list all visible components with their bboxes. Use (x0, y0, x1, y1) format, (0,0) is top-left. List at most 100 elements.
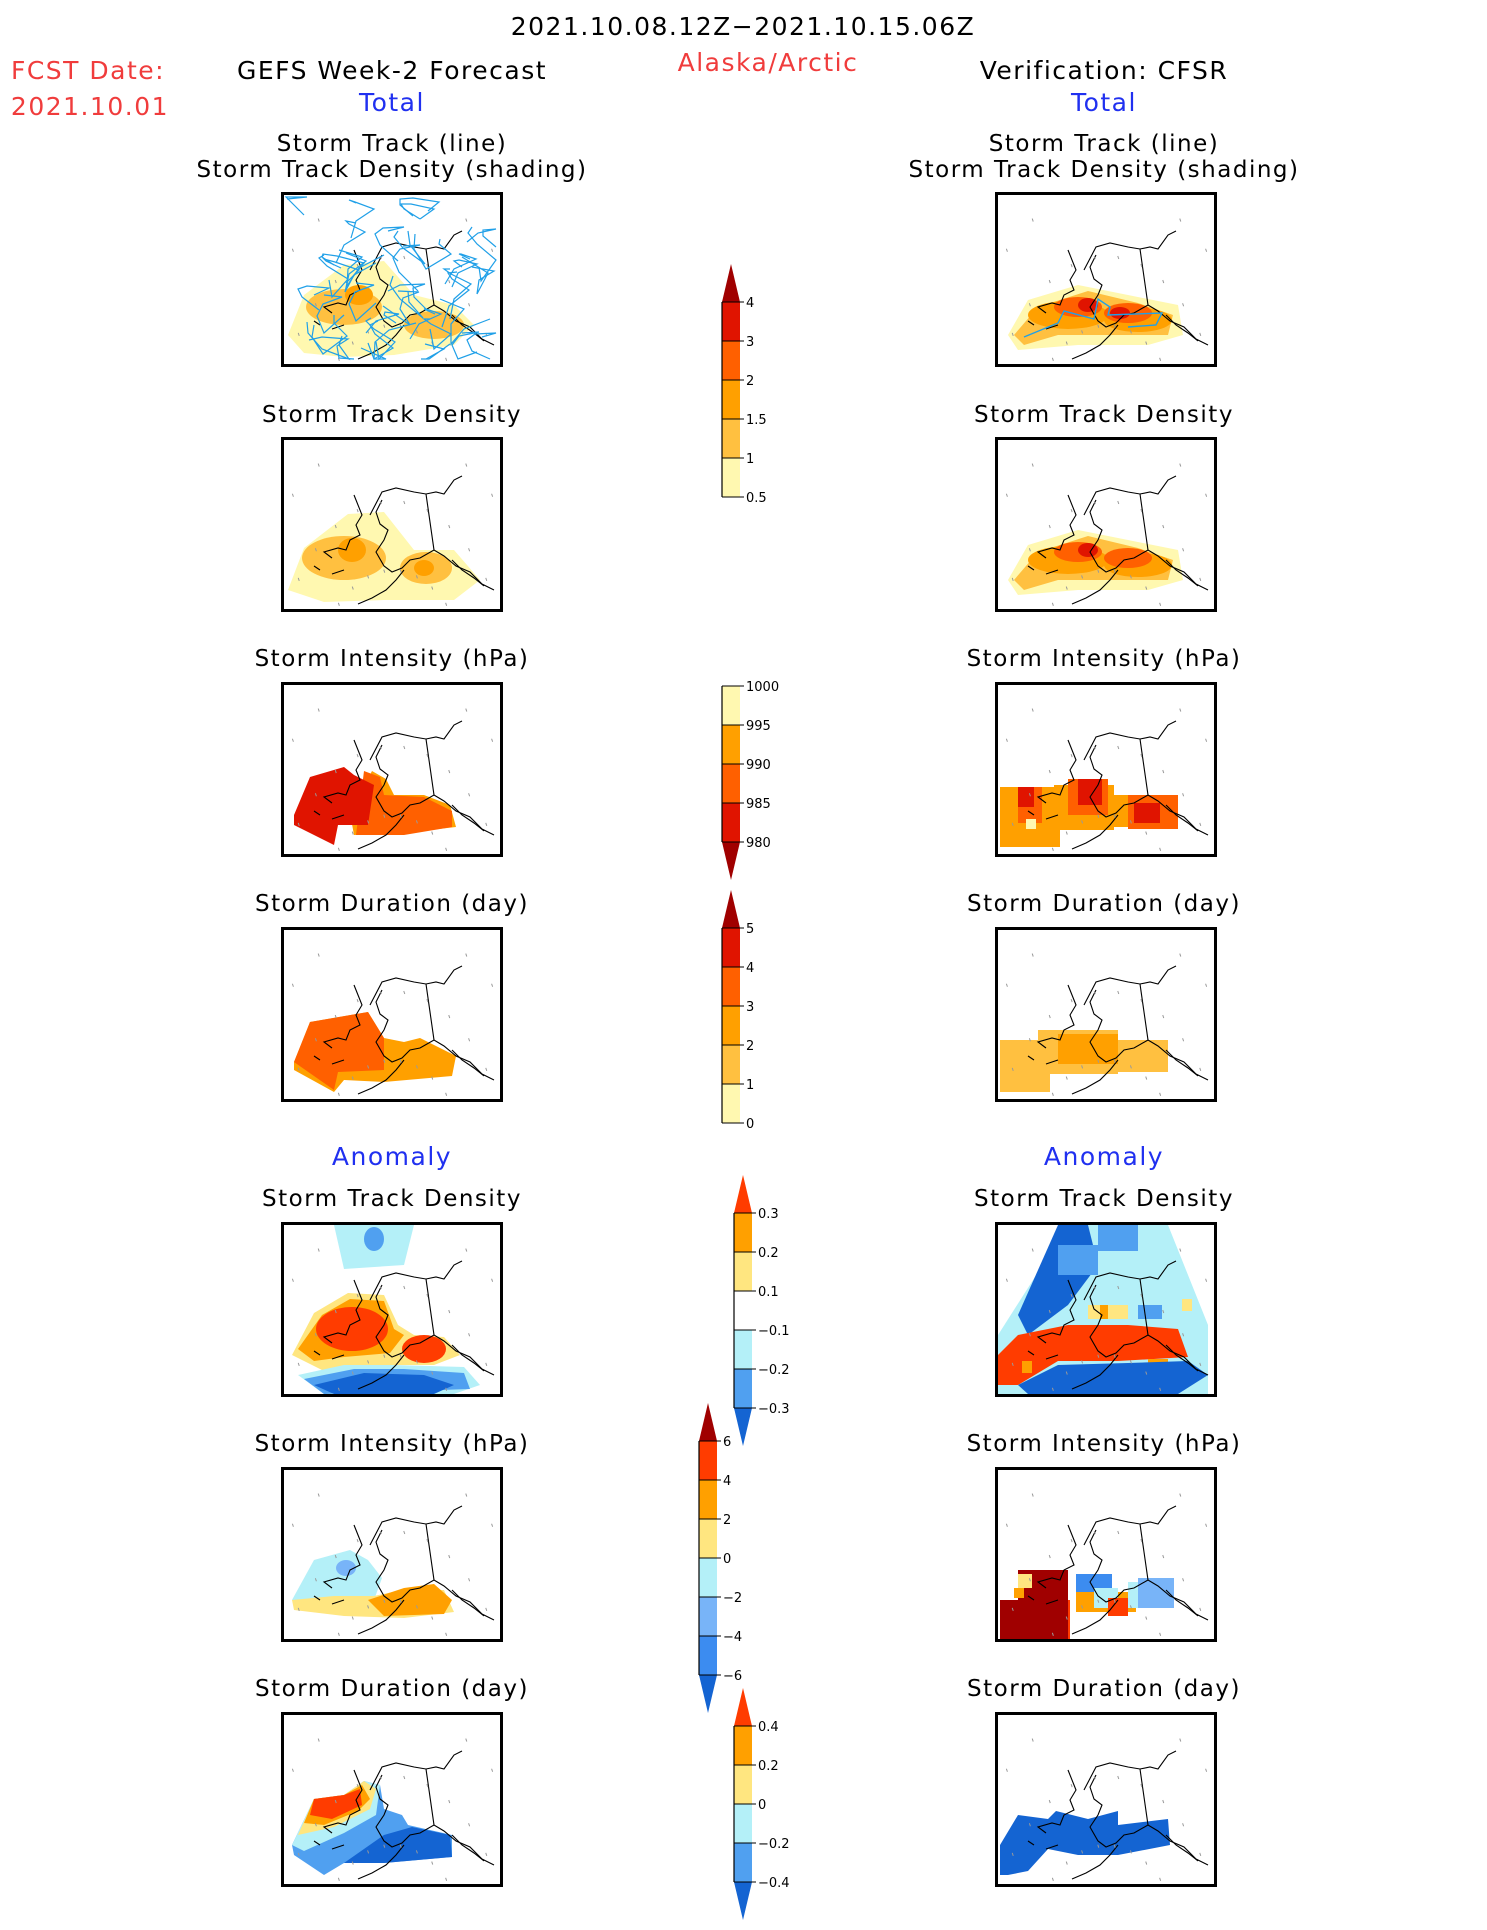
graticule-tick (1113, 1844, 1116, 1848)
panel-title-density-anom-right: Storm Track Density (974, 1186, 1234, 1212)
graticule-tick (1070, 263, 1073, 268)
colorbar-bin (722, 380, 740, 419)
graticule-tick (367, 1850, 370, 1854)
map-svg (1005, 463, 1209, 606)
colorbar-bin (722, 341, 740, 380)
colorbar-tick-label: −2 (723, 1591, 742, 1606)
graticule-tick (1162, 1799, 1165, 1804)
graticule-tick (1065, 586, 1068, 590)
graticule-tick (426, 263, 429, 268)
graticule-tick (465, 1738, 468, 1742)
coast-path (357, 1844, 405, 1880)
graticule-tick (1011, 332, 1014, 337)
graticule-tick (1159, 602, 1162, 606)
graticule-tick (351, 831, 354, 835)
coast-path (425, 738, 435, 796)
graticule-tick (1179, 218, 1182, 222)
shade-region (402, 1335, 446, 1363)
graticule-tick (1117, 255, 1120, 260)
graticule (1005, 1493, 1208, 1636)
panel-title-duration-left: Storm Duration (day) (255, 891, 529, 917)
graticule-tick (1081, 820, 1084, 824)
map-panel-track-left (281, 192, 503, 367)
shade-cell (1078, 779, 1102, 805)
colorbar-bin (722, 686, 740, 725)
graticule-tick (1199, 822, 1202, 827)
shade-region (336, 1560, 356, 1576)
coastline (313, 1260, 495, 1390)
colorbar-over-triangle (734, 1175, 752, 1213)
colorbar-tick-label: 3 (746, 335, 754, 350)
coast-path (1139, 248, 1149, 306)
graticule-tick (1081, 1360, 1084, 1364)
graticule-tick (431, 1076, 434, 1080)
graticule-tick (314, 303, 317, 307)
storm-track (365, 317, 396, 361)
coast-path (357, 1599, 405, 1635)
shade-cell (1000, 1630, 1014, 1639)
shade-region (1078, 543, 1098, 557)
coast-path (357, 814, 405, 850)
storm-track (335, 220, 367, 264)
graticule-tick (379, 500, 382, 505)
graticule-tick (1051, 1877, 1054, 1881)
graticule-tick (1117, 1775, 1120, 1780)
graticule-tick (1005, 983, 1008, 987)
graticule-tick (1205, 248, 1208, 252)
graticule-tick (1048, 1309, 1051, 1314)
graticule-tick (367, 820, 370, 824)
storm-track (338, 249, 385, 289)
panel-title-density-left: Storm Track Density (262, 402, 522, 428)
coast-path (1036, 249, 1077, 314)
coast-path (1083, 475, 1177, 516)
graticule-tick (1005, 493, 1008, 497)
graticule-tick (351, 1076, 354, 1080)
graticule-tick (1159, 1092, 1162, 1096)
graticule-tick (468, 1823, 471, 1827)
graticule-tick (1048, 1014, 1051, 1019)
coast-path (313, 565, 345, 575)
graticule-tick (314, 548, 317, 552)
coast-path (369, 1505, 463, 1546)
graticule-tick (1097, 324, 1100, 328)
total-label-left: Total (359, 88, 425, 117)
graticule-tick (1140, 753, 1143, 758)
shade-region (294, 767, 374, 845)
coast-path (1139, 983, 1149, 1041)
coast-path (357, 1059, 405, 1095)
graticule-tick (297, 1607, 300, 1612)
graticule-tick (1162, 769, 1165, 774)
graticule-tick (297, 1067, 300, 1072)
coast-path (451, 1049, 485, 1077)
shade-region (310, 1789, 362, 1819)
shade-cell (1182, 1299, 1192, 1311)
coast-path (1083, 230, 1177, 271)
graticule-tick (399, 1059, 402, 1063)
coast-path (1083, 1750, 1177, 1791)
coast-path (1071, 1599, 1119, 1635)
coast-path (322, 249, 363, 314)
graticule-tick (317, 1493, 320, 1497)
graticule-tick (317, 708, 320, 712)
graticule-tick (399, 1844, 402, 1848)
coast-path (425, 983, 435, 1041)
graticule-tick (1070, 753, 1073, 758)
panel-title-duration-right: Storm Duration (day) (967, 891, 1241, 917)
graticule-tick (426, 753, 429, 758)
colorbar-bin (699, 1597, 717, 1636)
graticule-tick (383, 1844, 386, 1848)
graticule-tick (448, 1014, 451, 1019)
coastline (313, 965, 495, 1095)
graticule-tick (431, 1861, 434, 1865)
graticule-tick (1028, 1578, 1031, 1582)
coastline (313, 720, 495, 850)
colorbar-bin (699, 1636, 717, 1675)
coastline (1027, 965, 1209, 1095)
graticule-tick (1179, 463, 1182, 467)
graticule-tick (1159, 1387, 1162, 1391)
colorbar-tick-label: 1000 (746, 680, 779, 695)
colorbar-bin (734, 1330, 752, 1369)
graticule-tick (1031, 1493, 1034, 1497)
graticule-tick (291, 493, 294, 497)
graticule-tick (1048, 1799, 1051, 1804)
